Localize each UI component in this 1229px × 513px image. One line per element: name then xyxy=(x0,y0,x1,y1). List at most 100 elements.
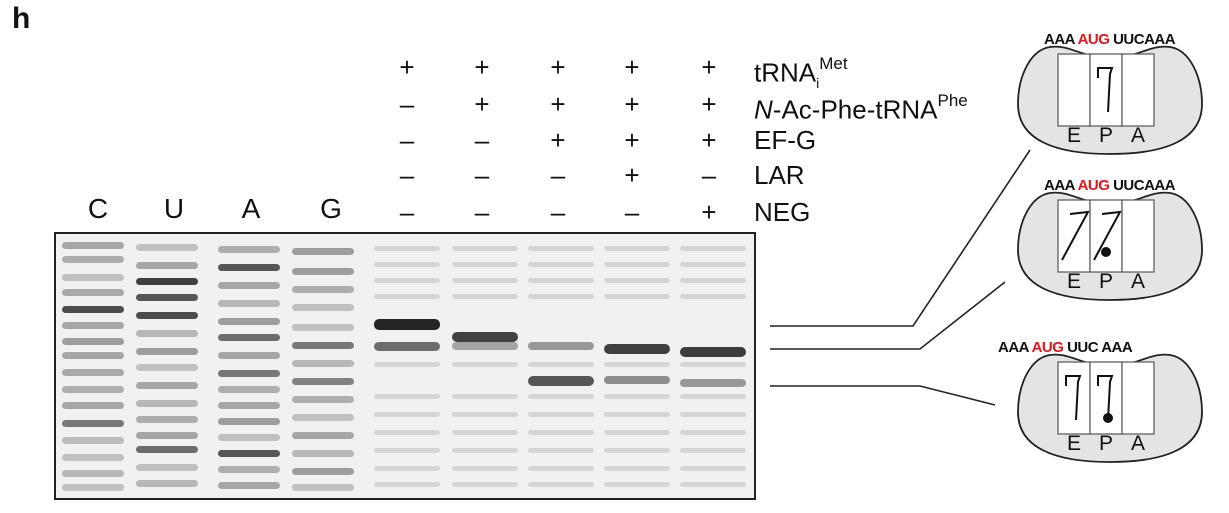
gel-band xyxy=(452,412,518,417)
gel-band xyxy=(528,466,594,471)
codon: AAA xyxy=(1044,177,1075,194)
ribosome-diagram: AAA AUG UUC AAA E P A xyxy=(998,330,1210,480)
gel-band xyxy=(680,482,746,487)
gel-band xyxy=(528,294,594,299)
gel-band xyxy=(218,334,280,341)
gel-band xyxy=(292,484,354,491)
gel-band xyxy=(292,248,354,255)
condition-sign: + xyxy=(624,89,640,119)
codon: AAA xyxy=(1144,177,1176,194)
gel-band xyxy=(452,448,518,453)
gel-band xyxy=(604,448,670,453)
gel-band xyxy=(680,379,746,387)
gel-band xyxy=(218,246,280,253)
gel-band xyxy=(528,482,594,487)
gel-band xyxy=(528,448,594,453)
lane-label: G xyxy=(320,193,342,224)
condition-sign: + xyxy=(550,52,566,82)
gel-band xyxy=(218,300,280,307)
gel-band xyxy=(374,294,440,299)
gel-band xyxy=(62,484,124,491)
gel-band xyxy=(528,412,594,417)
gel-band xyxy=(374,448,440,453)
trna-shape xyxy=(1097,67,1114,113)
gel-band xyxy=(218,264,280,271)
gel-band xyxy=(374,319,440,330)
condition-sign: + xyxy=(701,52,717,82)
gel-band xyxy=(62,242,124,249)
gel-band xyxy=(62,274,124,281)
lane-label: U xyxy=(163,193,185,224)
condition-label: EF-G xyxy=(754,125,817,155)
condition-sign: + xyxy=(550,89,566,119)
gel-band xyxy=(680,294,746,299)
gel-band xyxy=(62,338,124,345)
gel-band xyxy=(62,289,124,296)
gel-band xyxy=(218,418,280,425)
gel-band xyxy=(136,432,198,439)
condition-sign: + xyxy=(550,125,566,155)
gel-band xyxy=(62,322,124,329)
gel-band xyxy=(136,262,198,269)
condition-sign: – xyxy=(550,160,566,190)
gel-band xyxy=(452,278,518,283)
codon: AAA xyxy=(1144,31,1176,48)
ribosome-diagram: AAA AUG UUCAAA E P A xyxy=(1010,168,1210,318)
gel-band xyxy=(452,482,518,487)
condition-label: NEG xyxy=(754,197,811,227)
site-label: E xyxy=(1066,432,1081,455)
condition-sign: + xyxy=(701,197,717,227)
gel-band xyxy=(374,362,440,367)
gel-band xyxy=(62,386,124,393)
gel-band xyxy=(374,246,440,251)
gel-band xyxy=(292,268,354,275)
site-label: E xyxy=(1066,270,1081,293)
gel-band xyxy=(680,246,746,251)
ribosome-site-box xyxy=(1121,53,1155,127)
gel-band xyxy=(218,450,280,457)
gel-band xyxy=(218,352,280,359)
gel-band xyxy=(136,294,198,301)
ribosome-site-box xyxy=(1057,361,1091,435)
gel-band xyxy=(136,464,198,471)
gel-band xyxy=(680,466,746,471)
condition-sign: – xyxy=(399,197,415,227)
ribosome-diagram: AAA AUG UUCAAA E P A xyxy=(1010,22,1210,172)
condition-sign: – xyxy=(474,125,490,155)
condition-sign: – xyxy=(399,89,415,119)
gel-band xyxy=(218,466,280,473)
codon: AUG xyxy=(1077,31,1110,48)
gel-band xyxy=(528,430,594,435)
gel-band xyxy=(292,304,354,311)
site-label: P xyxy=(1098,124,1113,147)
ribosome-site-box xyxy=(1121,199,1155,273)
gel-band xyxy=(374,342,440,351)
condition-label: LAR xyxy=(754,160,805,190)
trna-shape xyxy=(1093,210,1122,261)
gel-band xyxy=(528,362,594,367)
gel-band xyxy=(604,344,670,354)
gel-band xyxy=(292,414,354,421)
gel-band xyxy=(136,244,198,251)
gel-image xyxy=(54,232,756,500)
gel-band xyxy=(62,256,124,263)
gel-band xyxy=(604,482,670,487)
condition-sign: + xyxy=(624,125,640,155)
lane-label: C xyxy=(87,193,109,224)
site-label: E xyxy=(1066,124,1081,147)
gel-band xyxy=(604,262,670,267)
condition-sign: + xyxy=(624,160,640,190)
gel-band xyxy=(528,376,594,386)
gel-band xyxy=(604,412,670,417)
condition-sign: – xyxy=(474,197,490,227)
gel-band xyxy=(218,434,280,441)
gel-band xyxy=(62,437,124,444)
gel-band xyxy=(604,362,670,367)
gel-band xyxy=(452,362,518,367)
gel-band xyxy=(452,332,518,342)
condition-sign: + xyxy=(474,52,490,82)
gel-band xyxy=(136,312,198,319)
gel-band xyxy=(62,306,124,313)
